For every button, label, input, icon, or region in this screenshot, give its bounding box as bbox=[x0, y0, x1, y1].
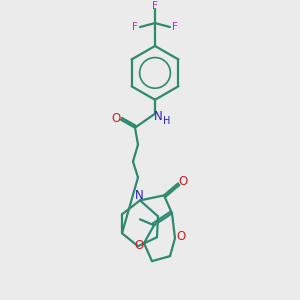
Text: O: O bbox=[134, 239, 144, 252]
Text: F: F bbox=[132, 22, 138, 32]
Text: O: O bbox=[111, 112, 121, 125]
Text: N: N bbox=[135, 189, 143, 202]
Text: F: F bbox=[172, 22, 178, 32]
Text: H: H bbox=[163, 116, 171, 126]
Text: F: F bbox=[152, 1, 158, 11]
Text: O: O bbox=[178, 175, 188, 188]
Text: N: N bbox=[154, 110, 162, 123]
Text: O: O bbox=[176, 230, 186, 243]
